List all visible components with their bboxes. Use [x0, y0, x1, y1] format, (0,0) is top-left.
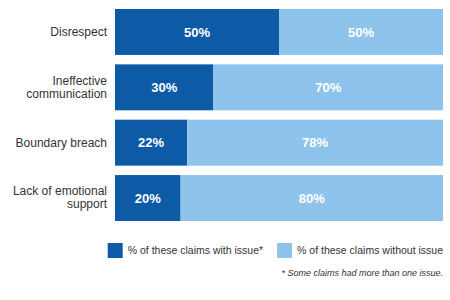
legend: % of these claims with issue* % of these … — [108, 243, 443, 258]
bar-segment — [115, 175, 181, 221]
legend-item: % of these claims with issue* — [108, 243, 263, 258]
data-label: 80% — [299, 191, 325, 206]
tick: Ineffectivecommunication — [26, 74, 107, 101]
legend-swatch — [277, 243, 292, 258]
data-label: 20% — [135, 191, 161, 206]
tick-label: Ineffectivecommunication — [26, 74, 107, 101]
tick: Boundary breach — [16, 136, 107, 150]
bars — [115, 9, 443, 221]
tick-label: Disrespect — [50, 25, 107, 39]
data-label: 70% — [315, 80, 341, 95]
bar-segment — [115, 120, 187, 166]
legend-label: % of these claims with issue* — [128, 244, 263, 256]
tick-label: Lack of emotionalsupport — [13, 184, 108, 211]
tick-label: Boundary breach — [16, 136, 107, 150]
category-axis: Disrespect Ineffectivecommunication Bounda… — [13, 25, 108, 212]
bar-segment — [115, 9, 279, 55]
bar-segment — [187, 120, 443, 166]
plot: 50% 30% 22% 20% 50% 70% 78% 80% Disrespect Ineffe… — [13, 9, 443, 221]
bar-segment — [181, 175, 443, 221]
data-label: 50% — [184, 25, 210, 40]
data-label: 22% — [138, 135, 164, 150]
data-label: 50% — [348, 25, 374, 40]
data-labels: 50% 30% 22% 20% 50% 70% 78% 80% — [135, 25, 375, 206]
tick: Lack of emotionalsupport — [13, 184, 108, 211]
legend-item: % of these claims without issue — [277, 243, 443, 258]
data-label: 30% — [151, 80, 177, 95]
tick: Disrespect — [50, 25, 107, 39]
bar-segment — [213, 64, 443, 110]
bar-segment — [115, 64, 213, 110]
chart: 50% 30% 22% 20% 50% 70% 78% 80% Disrespect Ineffe… — [0, 0, 450, 300]
legend-label: % of these claims without issue — [297, 244, 443, 256]
bar-segment — [279, 9, 443, 55]
legend-swatch — [108, 243, 123, 258]
annotation: * Some claims had more than one issue. — [281, 268, 443, 278]
data-label: 78% — [302, 135, 328, 150]
